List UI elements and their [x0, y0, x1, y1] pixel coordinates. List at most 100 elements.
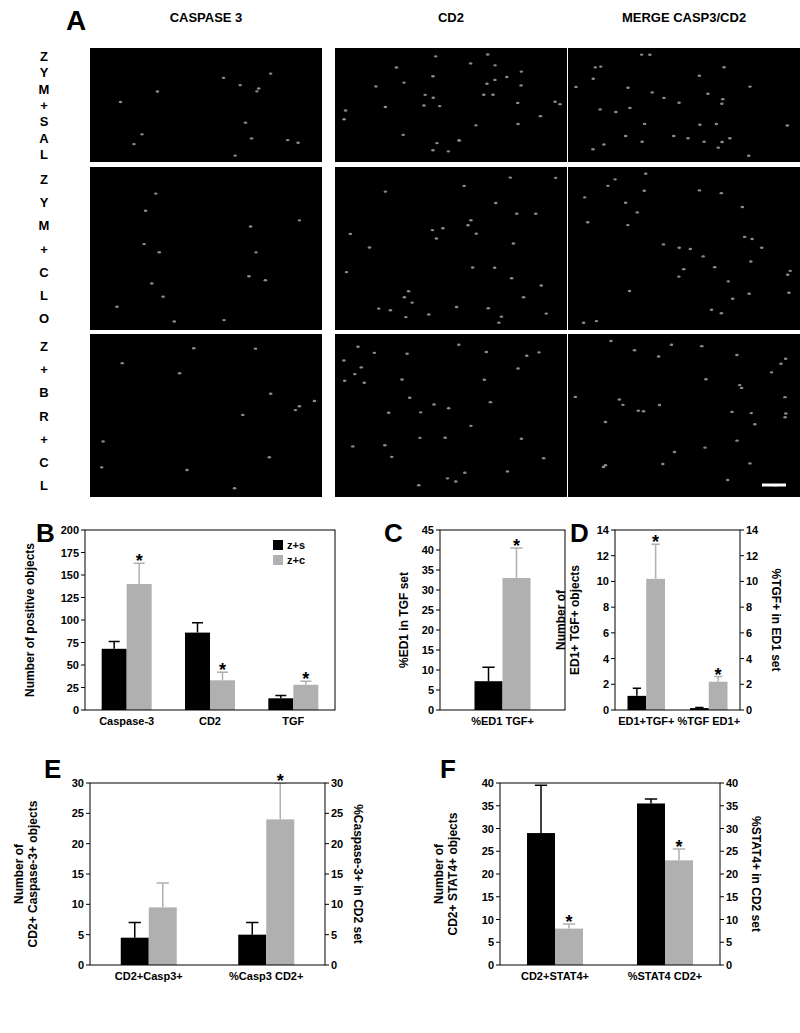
error-bar [645, 799, 657, 804]
cell-speck [400, 378, 404, 380]
cell-speck [254, 347, 258, 349]
y-tick-label: 50 [67, 659, 79, 671]
cell-speck [720, 192, 724, 194]
cell-speck [494, 202, 498, 204]
cell-speck [689, 248, 693, 250]
cell-speck [516, 102, 520, 104]
cell-speck [702, 141, 706, 143]
y-tick-label: 0 [78, 959, 84, 971]
cell-speck [520, 70, 524, 72]
y2-tick [740, 684, 744, 685]
x-category-label: %STAT4 CD2+ [628, 970, 702, 982]
cell-speck [604, 421, 608, 423]
y2-tick-label: 15 [726, 891, 738, 903]
cell-speck [698, 123, 702, 125]
cell-speck [598, 108, 602, 110]
y-tick [496, 783, 500, 784]
micrograph [335, 48, 567, 162]
cell-speck [614, 111, 618, 113]
legend: z+sz+c [273, 539, 305, 566]
y-tick-label: 4 [603, 653, 610, 665]
micrograph [335, 167, 567, 330]
cell-speck [539, 284, 543, 286]
cell-speck [244, 121, 248, 123]
cell-speck [748, 462, 752, 464]
cell-speck [537, 351, 541, 353]
y-tick-label: 125 [61, 592, 79, 604]
cell-speck [384, 106, 388, 108]
y-tick [86, 904, 90, 905]
cell-speck [786, 124, 790, 126]
cell-speck [435, 142, 439, 144]
cell-speck [609, 340, 613, 342]
plot-area [628, 544, 728, 710]
cell-speck [505, 76, 509, 78]
plot-area [527, 785, 693, 965]
cell-speck [435, 237, 439, 239]
cell-speck [298, 219, 302, 221]
scale-bar [762, 484, 786, 487]
cell-speck [731, 298, 735, 300]
bar [665, 860, 693, 965]
chart-panel: F05101520253035400510152025303540Number … [432, 754, 763, 982]
cell-speck [558, 103, 562, 105]
cell-speck [142, 243, 146, 245]
cell-speck [633, 349, 637, 351]
cell-speck [640, 141, 644, 143]
y2-tick-label: 10 [331, 898, 343, 910]
significance-mark: * [302, 669, 309, 689]
y-tick-label: 15 [422, 644, 434, 656]
y-tick-label: 25 [67, 682, 79, 694]
cell-speck [783, 416, 787, 418]
chart-panel: B0255075100125150175200Number of positiv… [23, 518, 335, 727]
cell-speck [101, 440, 105, 442]
y2-tick [720, 805, 724, 806]
panel-label: D [570, 518, 589, 548]
y-tick-label: 30 [72, 777, 84, 789]
cell-speck [407, 290, 411, 292]
cell-speck [534, 213, 538, 215]
y-axis-title: Number of positive objects [23, 543, 37, 697]
cell-speck [254, 251, 258, 253]
y2-tick [325, 934, 329, 935]
y-tick-label: 100 [61, 614, 79, 626]
y2-tick-label: 15 [331, 868, 343, 880]
cell-speck [120, 362, 124, 364]
image-field [568, 334, 800, 497]
cell-speck [427, 313, 431, 315]
cell-speck [268, 456, 272, 458]
cell-speck [493, 266, 497, 268]
cell-speck [154, 192, 158, 194]
cell-speck [753, 423, 757, 425]
y2-axis-title: %STAT4+ in CD2 set [749, 816, 763, 932]
y-tick [436, 570, 440, 571]
cell-speck [410, 301, 414, 303]
y2-tick [325, 813, 329, 814]
cell-speck [422, 104, 426, 106]
cell-speck [343, 380, 347, 382]
plot-area [475, 548, 531, 710]
y2-tick [325, 965, 329, 966]
y2-tick-label: 14 [746, 524, 759, 536]
cell-speck [157, 251, 161, 253]
cell-speck [644, 172, 648, 174]
cell-speck [418, 437, 422, 439]
y-tick-label: 175 [61, 547, 79, 559]
bar [646, 579, 665, 710]
y-tick-label: 20 [72, 838, 84, 850]
y-tick [86, 843, 90, 844]
plot-frame [85, 530, 335, 710]
y-tick [436, 690, 440, 691]
plot-area [102, 563, 319, 710]
y-tick-label: 30 [422, 584, 434, 596]
y2-tick [325, 843, 329, 844]
cell-speck [432, 403, 436, 405]
cell-speck [661, 463, 665, 465]
y-tick [436, 610, 440, 611]
cell-speck [735, 439, 739, 441]
cell-speck [257, 87, 261, 89]
cell-speck [704, 378, 708, 380]
significance-mark: * [565, 912, 572, 932]
cell-speck [677, 102, 681, 104]
cell-speck [506, 470, 510, 472]
